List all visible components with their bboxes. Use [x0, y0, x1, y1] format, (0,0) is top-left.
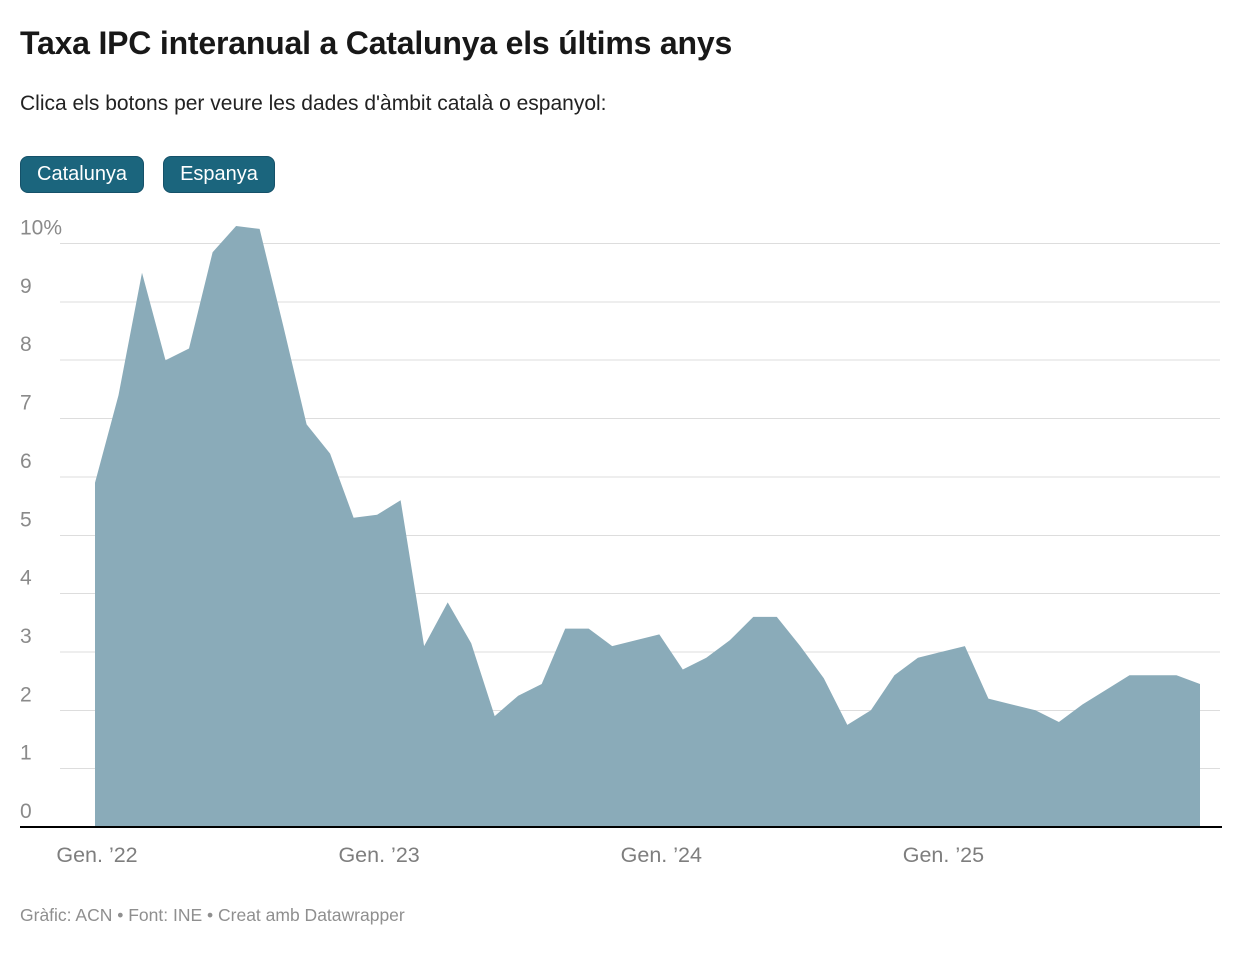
chart-credit: Gràfic: ACN • Font: INE • Creat amb Data… — [20, 905, 405, 926]
area-series-catalunya[interactable] — [95, 226, 1200, 828]
y-axis-tick-label: 8 — [20, 333, 32, 356]
chart-subtitle: Clica els botons per veure les dades d'à… — [20, 91, 607, 115]
y-axis-tick-label: 0 — [20, 800, 32, 823]
x-axis-tick-label: Gen. ’23 — [338, 843, 419, 867]
y-axis-tick-label: 4 — [20, 567, 32, 590]
y-axis-tick-label: 6 — [20, 450, 32, 473]
catalunya-button[interactable]: Catalunya — [20, 156, 145, 194]
scope-button-group: Catalunya Espanya — [20, 156, 1240, 194]
x-axis-tick-label: Gen. ’25 — [903, 843, 984, 867]
y-axis-tick-label: 5 — [20, 508, 32, 531]
x-axis-tick-label: Gen. ’24 — [621, 843, 702, 867]
page-title: Taxa IPC interanual a Catalunya els últi… — [20, 25, 733, 61]
chart-canvas: 10% 9 8 7 6 5 4 3 2 1 0 Gen. ’22 Gen. ’23 Gen. ’24 Gen… — [20, 217, 1222, 867]
x-axis-tick-label: Gen. ’22 — [56, 843, 137, 867]
y-axis-tick-label: 9 — [20, 275, 32, 298]
espanya-button[interactable]: Espanya — [163, 156, 275, 194]
datawrapper-chart-page: Taxa IPC interanual a Catalunya els últi… — [0, 25, 1240, 954]
y-axis-tick-label: 7 — [20, 392, 32, 415]
y-axis-tick-label: 2 — [20, 683, 32, 706]
y-axis-tick-label: 10% — [20, 217, 62, 240]
y-axis-tick-label: 1 — [20, 742, 32, 765]
y-axis-tick-label: 3 — [20, 625, 32, 648]
area-chart: 10% 9 8 7 6 5 4 3 2 1 0 Gen. ’22 Gen. ’23 Gen. ’24 Gen… — [0, 207, 1240, 877]
